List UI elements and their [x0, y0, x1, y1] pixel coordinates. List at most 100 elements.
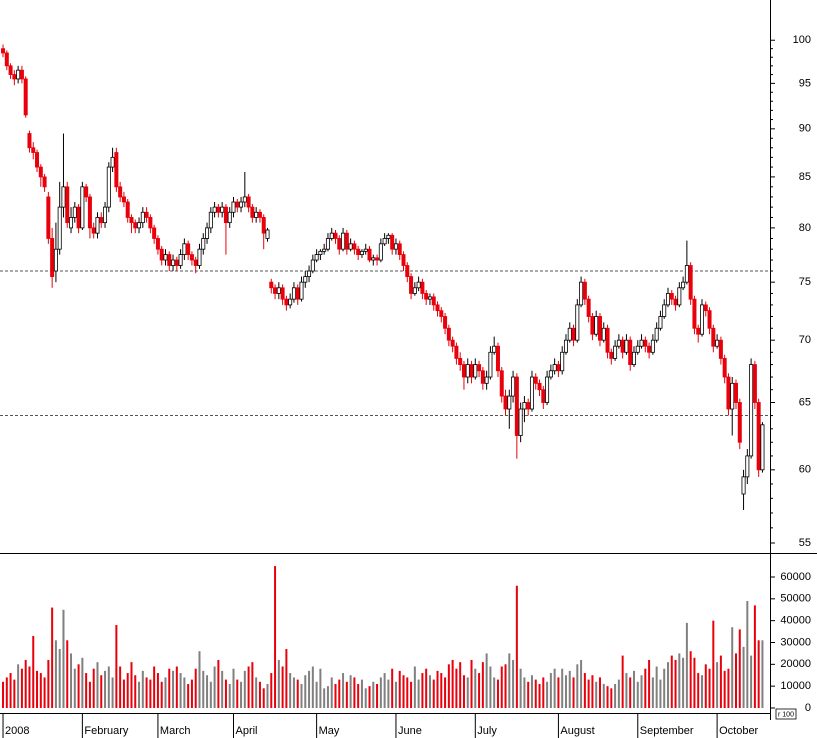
volume-bar [28, 666, 31, 708]
candle-body [125, 201, 130, 218]
candle-body [427, 296, 432, 300]
candle-body [382, 238, 387, 245]
x-tick-label: August [560, 725, 594, 737]
volume-bar [240, 681, 243, 708]
volume-bar [685, 622, 688, 708]
candle-body [121, 196, 126, 203]
volume-bar [512, 659, 515, 708]
volume-bar [228, 683, 231, 708]
volume-bar [587, 679, 590, 708]
candle-body [473, 364, 478, 378]
volume-bar [629, 677, 632, 708]
volume-bar [179, 673, 182, 708]
volume-bar [115, 625, 118, 708]
candle-body [393, 243, 398, 250]
candle-body [424, 293, 429, 300]
candle-body [133, 222, 138, 229]
candle-body [541, 389, 546, 403]
volume-bar [632, 670, 635, 708]
candle-body [665, 293, 670, 306]
volume-bar [39, 673, 42, 708]
candle-body [458, 358, 463, 365]
volume-bar [398, 670, 401, 708]
candle-body [295, 287, 300, 300]
candle-body [269, 281, 274, 289]
candle-body [560, 351, 565, 372]
volume-bar [357, 683, 360, 708]
candle-body [174, 259, 179, 266]
volume-bar [88, 681, 91, 708]
candle-body [239, 201, 244, 208]
volume-bar [436, 670, 439, 708]
candle-body [352, 243, 357, 250]
volume-bar [523, 677, 526, 708]
candle-body [265, 229, 270, 239]
y-tick-label: 100 [793, 34, 811, 46]
volume-bar [410, 681, 413, 708]
volume-bar [734, 653, 737, 708]
volume-bar [243, 670, 246, 708]
volume-bar [175, 666, 178, 708]
candle-body [537, 382, 542, 391]
volume-bar [364, 688, 367, 708]
candle-body [182, 243, 187, 255]
candle-body [465, 364, 470, 378]
volume-bar [655, 666, 658, 708]
candle-body [397, 243, 402, 255]
candle-body [707, 310, 712, 329]
candle-body [477, 364, 482, 372]
candle-body [503, 395, 508, 410]
volume-bar [262, 688, 265, 708]
volume-bar [206, 675, 209, 708]
candle-body [212, 206, 217, 213]
volume-bar [663, 668, 666, 708]
volume-bar [107, 666, 110, 708]
candle-body [715, 339, 720, 347]
candle-body [257, 211, 262, 218]
volume-bar [387, 679, 390, 708]
candle-body [435, 304, 440, 312]
volume-bar [591, 675, 594, 708]
candle-body [499, 370, 504, 397]
candle-body [658, 316, 663, 329]
candle-body [443, 316, 448, 329]
candle-body [730, 382, 735, 410]
volume-bar [625, 673, 628, 708]
volume-bar [504, 664, 507, 708]
candle-body [110, 156, 115, 168]
candle-body [325, 238, 330, 250]
candle-body [628, 339, 633, 365]
volume-bar [689, 651, 692, 708]
volume-bar [111, 677, 114, 708]
y-tick-label: 95 [799, 77, 811, 89]
candle-body [53, 248, 58, 272]
volume-bar [659, 679, 662, 708]
candle-body [529, 376, 534, 410]
candle-body [4, 52, 9, 67]
candle-body [420, 281, 425, 294]
candle-body [405, 265, 410, 277]
volume-bar [421, 673, 424, 708]
volume-bar [164, 677, 167, 708]
candle-body [518, 408, 523, 436]
volume-bar [614, 683, 617, 708]
volume-bar [198, 651, 201, 708]
candle-body [348, 243, 353, 250]
volume-bar [606, 686, 609, 708]
volume-bar [542, 677, 545, 708]
candle-body [733, 382, 738, 403]
volume-bar [43, 677, 46, 708]
candle-body [208, 211, 213, 229]
volume-bar [496, 679, 499, 708]
candle-body [639, 339, 644, 347]
volume-bar [394, 681, 397, 708]
candle-body [412, 287, 417, 294]
candle-body [688, 265, 693, 300]
candle-body [69, 217, 74, 229]
volume-bar [54, 640, 57, 708]
volume-bar [572, 677, 575, 708]
volume-bar [753, 605, 756, 708]
candle-body [322, 248, 327, 252]
candle-body [378, 243, 383, 261]
candle-body [231, 201, 236, 213]
